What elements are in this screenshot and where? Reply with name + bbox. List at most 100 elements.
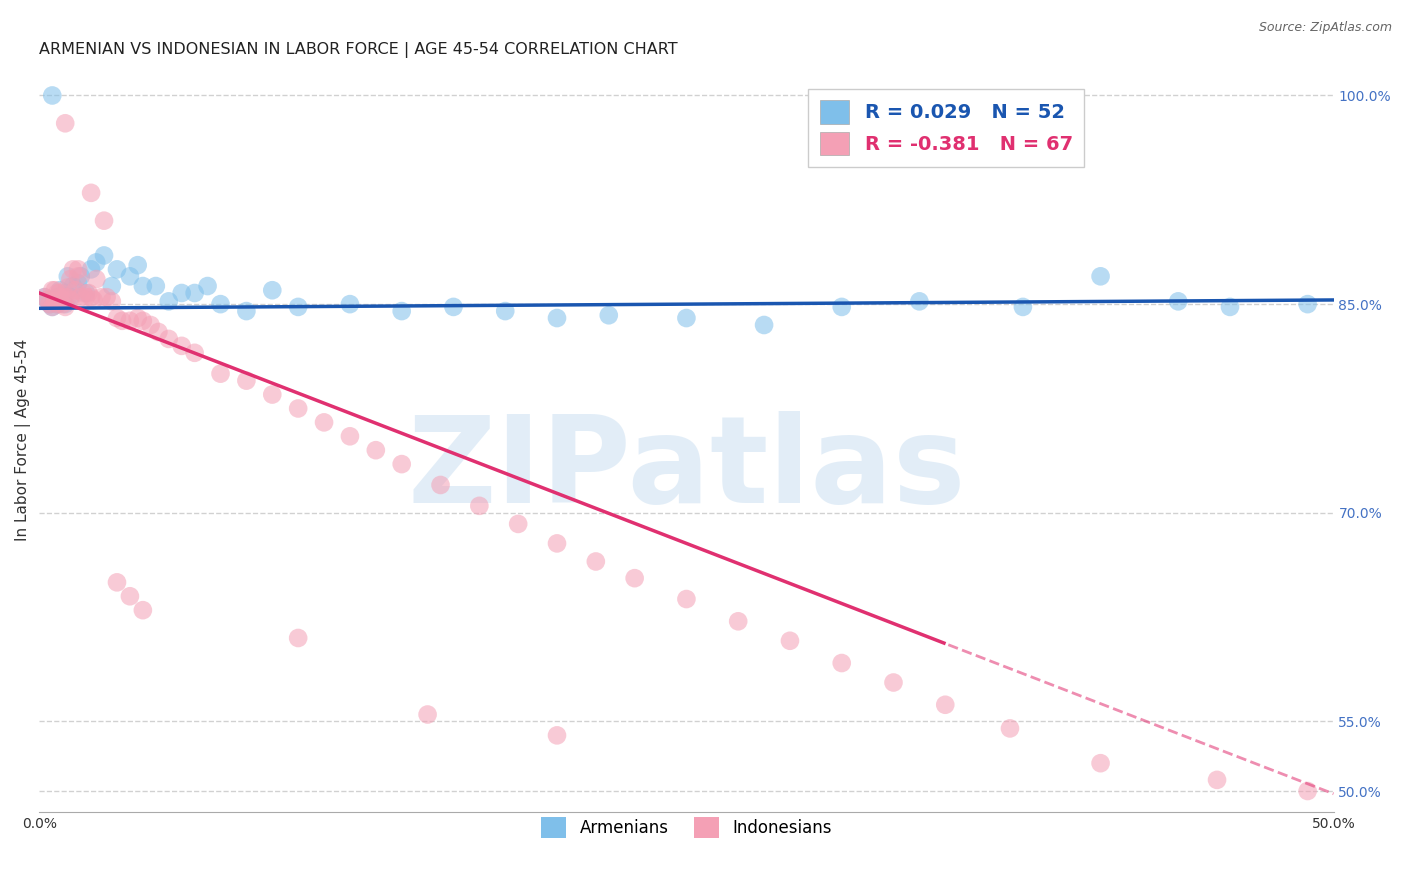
Point (157, 332, 180, 346)
Point (56, 269, 79, 284)
Point (882, 675, 904, 690)
Point (62, 262, 84, 277)
Point (84, 255, 107, 269)
Point (197, 279, 219, 293)
Point (145, 279, 167, 293)
Point (1296, 784, 1319, 798)
Point (41, 300, 63, 314)
Point (69, 290, 91, 304)
Point (235, 374, 257, 388)
Point (38, 297, 60, 311)
Point (105, 262, 128, 277)
Point (59, 290, 82, 304)
Point (59, 272, 82, 286)
Point (132, 603, 155, 617)
Point (585, 554, 607, 568)
Point (262, 283, 284, 297)
Point (84, 272, 107, 286)
Point (1219, 300, 1241, 314)
Point (118, 589, 141, 603)
Point (831, 656, 853, 670)
Point (52, 293, 75, 307)
Text: ARMENIAN VS INDONESIAN IN LABOR FORCE | AGE 45-54 CORRELATION CHART: ARMENIAN VS INDONESIAN IN LABOR FORCE | … (39, 42, 678, 58)
Point (1012, 300, 1035, 314)
Point (46, 297, 69, 311)
Point (90, 290, 112, 304)
Point (41, 300, 63, 314)
Point (752, 318, 775, 332)
Point (101, 279, 124, 293)
Point (391, 457, 413, 471)
Point (75, 290, 97, 304)
Point (312, 416, 335, 430)
Point (1167, 294, 1189, 309)
Point (56, 290, 79, 304)
Point (508, 516, 530, 531)
Point (443, 300, 465, 314)
Point (56, 280, 79, 294)
Point (53, 297, 76, 311)
Point (170, 339, 193, 353)
Point (75, 285, 97, 300)
Point (339, 297, 361, 311)
Point (287, 631, 309, 645)
Y-axis label: In Labor Force | Age 45-54: In Labor Force | Age 45-54 (15, 339, 31, 541)
Point (44, 294, 66, 309)
Point (44, 283, 66, 297)
Point (59, 293, 82, 307)
Point (831, 300, 853, 314)
Point (72, 285, 94, 300)
Point (139, 318, 162, 332)
Point (101, 294, 124, 309)
Point (52, 297, 75, 311)
Point (183, 285, 205, 300)
Point (105, 311, 128, 326)
Point (69, 269, 91, 284)
Point (623, 571, 645, 585)
Point (49, 294, 72, 309)
Point (287, 300, 309, 314)
Point (132, 314, 155, 328)
Point (46, 285, 69, 300)
Point (52, 293, 75, 307)
Point (93, 213, 115, 227)
Legend: Armenians, Indonesians: Armenians, Indonesians (534, 811, 838, 845)
Point (118, 269, 141, 284)
Point (287, 401, 309, 416)
Point (80, 262, 103, 277)
Point (675, 311, 697, 326)
Point (546, 536, 568, 550)
Point (53, 116, 76, 130)
Point (127, 258, 149, 272)
Point (41, 283, 63, 297)
Point (209, 297, 232, 311)
Point (49, 290, 72, 304)
Point (1296, 297, 1319, 311)
Point (148, 325, 170, 339)
Point (998, 722, 1021, 736)
Point (209, 367, 232, 381)
Point (35, 293, 58, 307)
Point (675, 592, 697, 607)
Point (132, 279, 155, 293)
Point (77, 285, 100, 300)
Point (118, 314, 141, 328)
Point (183, 346, 205, 360)
Point (62, 279, 84, 293)
Point (35, 293, 58, 307)
Point (364, 443, 387, 458)
Text: Source: ZipAtlas.com: Source: ZipAtlas.com (1258, 21, 1392, 34)
Point (934, 698, 956, 712)
Point (127, 311, 149, 326)
Point (416, 707, 439, 722)
Point (262, 387, 284, 401)
Point (83, 293, 105, 307)
Point (546, 311, 568, 326)
Point (157, 294, 180, 309)
Point (41, 88, 63, 103)
Point (38, 297, 60, 311)
Point (494, 304, 516, 318)
Point (52, 290, 75, 304)
Point (429, 478, 451, 492)
Point (49, 285, 72, 300)
